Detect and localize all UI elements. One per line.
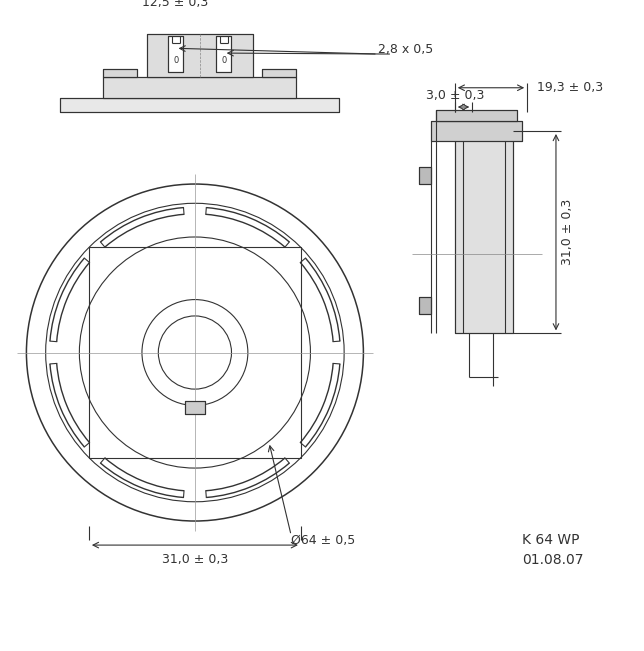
Text: 3,0 ± 0,3: 3,0 ± 0,3 [426, 89, 484, 102]
Text: 01.08.07: 01.08.07 [522, 553, 583, 566]
Bar [89, 247, 301, 458]
Text: 12,5 ± 0,3: 12,5 ± 0,3 [142, 0, 208, 8]
Bar [60, 98, 339, 112]
Bar [168, 36, 184, 72]
Text: 31,0 ± 0,3: 31,0 ± 0,3 [162, 553, 228, 566]
Text: Ø64 ± 0,5: Ø64 ± 0,5 [291, 534, 355, 547]
Bar [419, 297, 431, 314]
Bar [419, 167, 431, 184]
Bar [431, 122, 522, 141]
Text: 0: 0 [173, 56, 178, 65]
Bar [104, 77, 296, 98]
Bar [104, 70, 137, 77]
Bar [216, 36, 231, 72]
Bar [104, 77, 296, 98]
Bar [104, 70, 137, 77]
Bar [419, 167, 431, 184]
Bar [60, 98, 339, 112]
Bar [431, 122, 522, 141]
Text: 2,8 x 0,5: 2,8 x 0,5 [378, 43, 433, 56]
Bar [435, 110, 517, 122]
Bar [185, 400, 205, 414]
Text: 31,0 ± 0,3: 31,0 ± 0,3 [561, 199, 574, 266]
Bar [455, 131, 513, 333]
Text: 0: 0 [221, 56, 227, 65]
Bar [147, 34, 252, 77]
Bar [216, 36, 231, 72]
Bar [419, 297, 431, 314]
Bar [455, 131, 513, 333]
Circle shape [191, 404, 199, 411]
Bar [262, 70, 296, 77]
Text: 19,3 ± 0,3: 19,3 ± 0,3 [536, 81, 603, 94]
Bar [185, 400, 205, 414]
Bar [168, 36, 184, 72]
Text: K 64 WP: K 64 WP [522, 533, 580, 547]
Bar [262, 70, 296, 77]
Bar [435, 110, 517, 122]
Bar [147, 34, 252, 77]
